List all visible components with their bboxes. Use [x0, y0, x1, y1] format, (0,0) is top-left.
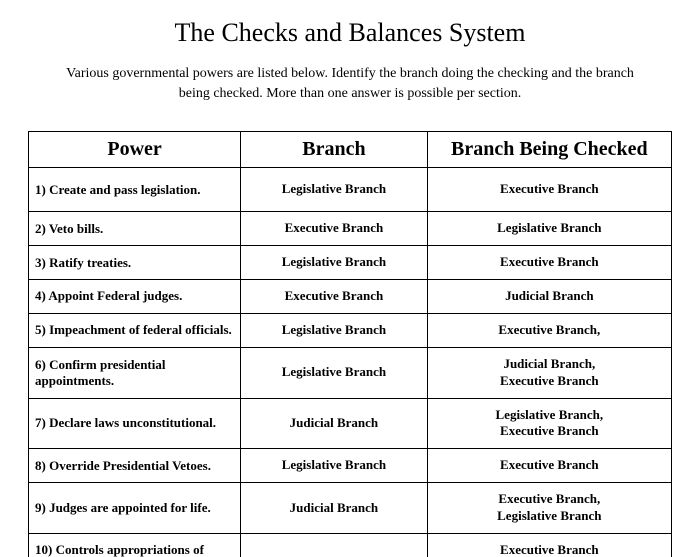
page-title: The Checks and Balances System	[28, 18, 672, 48]
table-row: 7) Declare laws unconstitutional. Judici…	[29, 398, 672, 449]
table-header-row: Power Branch Branch Being Checked	[29, 132, 672, 168]
cell-checked: Executive Branch	[427, 449, 671, 483]
cell-checked: Executive Branch	[427, 533, 671, 557]
table-row: 10) Controls appropriations of Executive…	[29, 533, 672, 557]
cell-power: 7) Declare laws unconstitutional.	[29, 398, 241, 449]
cell-power: 1) Create and pass legislation.	[29, 168, 241, 212]
table-row: 3) Ratify treaties. Legislative Branch E…	[29, 246, 672, 280]
col-header-checked: Branch Being Checked	[427, 132, 671, 168]
cell-power: 4) Appoint Federal judges.	[29, 279, 241, 313]
table-row: 5) Impeachment of federal officials. Leg…	[29, 313, 672, 347]
cell-checked: Executive Branch,	[427, 313, 671, 347]
cell-branch	[241, 533, 427, 557]
table-row: 6) Confirm presidential appointments. Le…	[29, 347, 672, 398]
cell-checked: Executive Branch,Legislative Branch	[427, 483, 671, 534]
table-row: 1) Create and pass legislation. Legislat…	[29, 168, 672, 212]
cell-power: 3) Ratify treaties.	[29, 246, 241, 280]
cell-checked: Judicial Branch,Executive Branch	[427, 347, 671, 398]
cell-branch: Legislative Branch	[241, 168, 427, 212]
checks-balances-table: Power Branch Branch Being Checked 1) Cre…	[28, 131, 672, 557]
cell-power: 6) Confirm presidential appointments.	[29, 347, 241, 398]
cell-checked: Legislative Branch,Executive Branch	[427, 398, 671, 449]
cell-power: 9) Judges are appointed for life.	[29, 483, 241, 534]
cell-checked: Legislative Branch	[427, 212, 671, 246]
table-row: 2) Veto bills. Executive Branch Legislat…	[29, 212, 672, 246]
table-row: 4) Appoint Federal judges. Executive Bra…	[29, 279, 672, 313]
page-subtitle: Various governmental powers are listed b…	[50, 64, 650, 103]
cell-branch: Judicial Branch	[241, 483, 427, 534]
col-header-power: Power	[29, 132, 241, 168]
col-header-branch: Branch	[241, 132, 427, 168]
table-row: 8) Override Presidential Vetoes. Legisla…	[29, 449, 672, 483]
cell-branch: Executive Branch	[241, 212, 427, 246]
cell-checked: Executive Branch	[427, 246, 671, 280]
table-row: 9) Judges are appointed for life. Judici…	[29, 483, 672, 534]
cell-branch: Judicial Branch	[241, 398, 427, 449]
cell-power: 10) Controls appropriations of	[29, 533, 241, 557]
cell-branch: Legislative Branch	[241, 246, 427, 280]
cell-branch: Legislative Branch	[241, 313, 427, 347]
cell-branch: Executive Branch	[241, 279, 427, 313]
cell-branch: Legislative Branch	[241, 449, 427, 483]
cell-checked: Executive Branch	[427, 168, 671, 212]
cell-checked: Judicial Branch	[427, 279, 671, 313]
cell-power: 5) Impeachment of federal officials.	[29, 313, 241, 347]
cell-power: 8) Override Presidential Vetoes.	[29, 449, 241, 483]
cell-branch: Legislative Branch	[241, 347, 427, 398]
cell-power: 2) Veto bills.	[29, 212, 241, 246]
